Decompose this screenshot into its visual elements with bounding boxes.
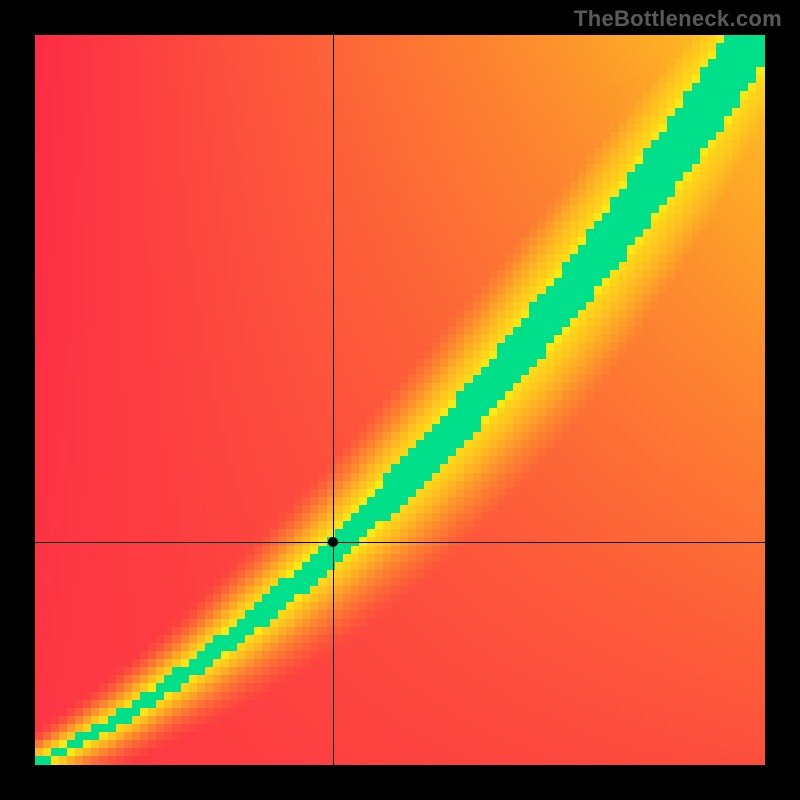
selection-marker [328,537,338,547]
chart-container: TheBottleneck.com [0,0,800,800]
heatmap-canvas [35,35,765,765]
plot-area [35,35,765,765]
crosshair-horizontal [35,542,765,543]
watermark-text: TheBottleneck.com [574,6,782,32]
crosshair-vertical [333,35,334,765]
